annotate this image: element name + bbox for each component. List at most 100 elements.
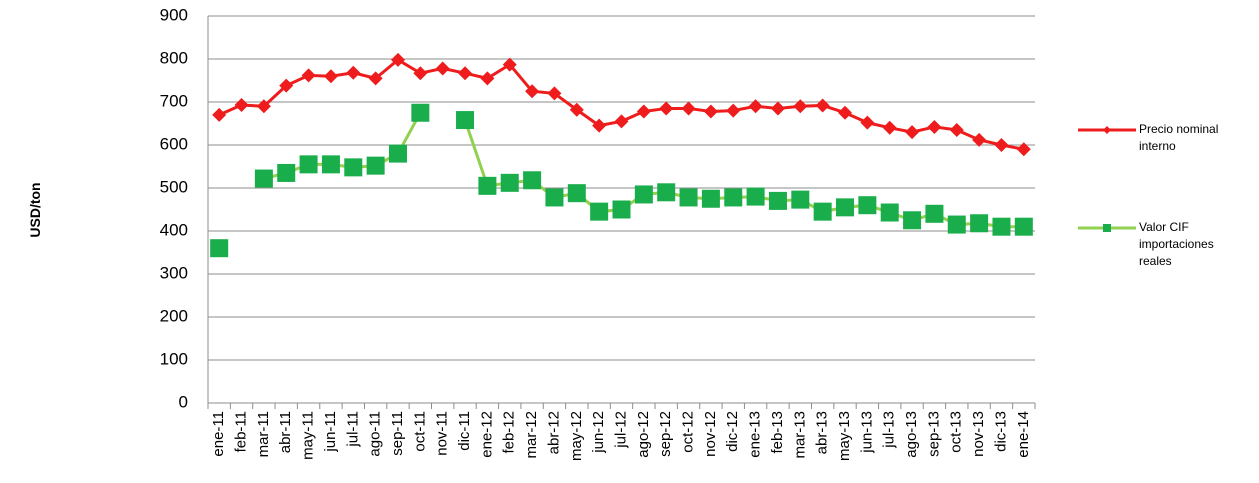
marker bbox=[636, 104, 651, 119]
x-tick-label: ago-11 bbox=[367, 411, 384, 457]
marker bbox=[925, 204, 944, 223]
marker bbox=[254, 169, 273, 188]
marker bbox=[726, 103, 741, 118]
x-tick-label: ene-14 bbox=[1015, 411, 1032, 458]
marker bbox=[815, 98, 830, 113]
legend-label: Valor CIF importaciones reales bbox=[1139, 220, 1214, 268]
marker bbox=[212, 107, 227, 122]
marker bbox=[480, 71, 495, 86]
y-tick-label: 900 bbox=[160, 5, 188, 24]
x-tick-label: abr-11 bbox=[277, 411, 294, 453]
x-tick-label: mar-12 bbox=[523, 411, 540, 459]
x-tick-label: oct-11 bbox=[411, 411, 428, 452]
x-tick-label: feb-11 bbox=[232, 411, 249, 452]
x-tick-label: nov-11 bbox=[434, 411, 451, 456]
y-tick-label: 300 bbox=[160, 263, 188, 282]
marker bbox=[590, 202, 609, 221]
marker bbox=[346, 65, 361, 80]
x-tick-label: jun-11 bbox=[322, 411, 339, 453]
marker bbox=[903, 211, 922, 230]
x-tick-label: oct-12 bbox=[680, 411, 697, 453]
marker bbox=[478, 176, 497, 195]
x-tick-label: ene-11 bbox=[210, 411, 227, 457]
y-axis-label: USD/ton bbox=[27, 182, 43, 237]
x-tick-label: ene-12 bbox=[478, 411, 495, 458]
marker bbox=[634, 185, 653, 204]
marker bbox=[545, 188, 564, 207]
marker bbox=[411, 103, 430, 122]
x-tick-label: feb-12 bbox=[501, 411, 518, 454]
marker bbox=[614, 114, 629, 129]
x-tick-label: dic-11 bbox=[456, 411, 473, 451]
legend-label: Precio nominal interno bbox=[1139, 122, 1219, 153]
marker bbox=[992, 217, 1011, 236]
marker bbox=[882, 120, 897, 135]
marker bbox=[1016, 142, 1031, 157]
marker bbox=[860, 115, 875, 130]
marker bbox=[838, 105, 853, 120]
marker bbox=[366, 156, 385, 175]
marker bbox=[949, 122, 964, 137]
marker bbox=[724, 188, 743, 207]
marker bbox=[768, 191, 787, 210]
marker bbox=[972, 132, 987, 147]
y-tick-label: 700 bbox=[160, 91, 188, 110]
marker bbox=[456, 111, 475, 130]
y-tick-label: 0 bbox=[179, 392, 188, 411]
x-tick-label: mar-13 bbox=[791, 411, 808, 459]
marker bbox=[388, 144, 407, 163]
legend-marker bbox=[1103, 126, 1111, 134]
x-tick-label: may-11 bbox=[300, 411, 317, 460]
x-tick-label: jun-12 bbox=[590, 411, 607, 454]
x-tick-label: feb-13 bbox=[769, 411, 786, 454]
marker bbox=[659, 101, 674, 116]
marker bbox=[657, 183, 676, 202]
marker bbox=[612, 200, 631, 219]
marker bbox=[813, 202, 832, 221]
y-tick-label: 800 bbox=[160, 48, 188, 67]
marker bbox=[458, 66, 473, 81]
marker bbox=[413, 66, 428, 81]
y-tick-label: 100 bbox=[160, 349, 188, 368]
marker bbox=[994, 138, 1009, 152]
x-tick-label: may-12 bbox=[568, 411, 585, 461]
marker bbox=[927, 119, 942, 134]
y-tick-label: 400 bbox=[160, 220, 188, 239]
series-line bbox=[218, 58, 1025, 151]
marker bbox=[502, 57, 517, 72]
x-tick-label: dic-13 bbox=[992, 411, 1009, 452]
x-tick-label: jun-13 bbox=[858, 411, 875, 454]
y-tick-label: 200 bbox=[160, 306, 188, 325]
x-tick-label: jul-11 bbox=[344, 411, 361, 448]
marker bbox=[523, 171, 542, 190]
x-tick-label: nov-13 bbox=[970, 411, 987, 457]
marker bbox=[299, 155, 318, 174]
marker bbox=[880, 203, 899, 222]
marker bbox=[970, 214, 989, 233]
marker bbox=[905, 125, 920, 140]
marker bbox=[701, 189, 720, 208]
marker bbox=[1014, 217, 1033, 236]
y-tick-label: 500 bbox=[160, 177, 188, 196]
marker bbox=[435, 61, 450, 76]
marker bbox=[836, 198, 855, 217]
x-tick-label: sep-12 bbox=[657, 411, 674, 457]
x-tick-label: jul-12 bbox=[612, 411, 629, 449]
x-tick-label: jul-13 bbox=[881, 411, 898, 449]
marker bbox=[301, 68, 316, 83]
marker bbox=[569, 102, 584, 117]
marker bbox=[210, 239, 229, 258]
x-tick-label: ene-13 bbox=[747, 411, 764, 458]
x-tick-label: may-13 bbox=[836, 411, 853, 461]
y-tick-label: 600 bbox=[160, 134, 188, 153]
marker bbox=[368, 71, 383, 86]
x-tick-label: sep-13 bbox=[925, 411, 942, 457]
marker bbox=[344, 158, 363, 177]
marker bbox=[277, 163, 296, 182]
marker bbox=[947, 215, 966, 234]
x-tick-label: abr-13 bbox=[814, 411, 831, 454]
marker bbox=[321, 155, 340, 174]
marker bbox=[592, 118, 607, 133]
